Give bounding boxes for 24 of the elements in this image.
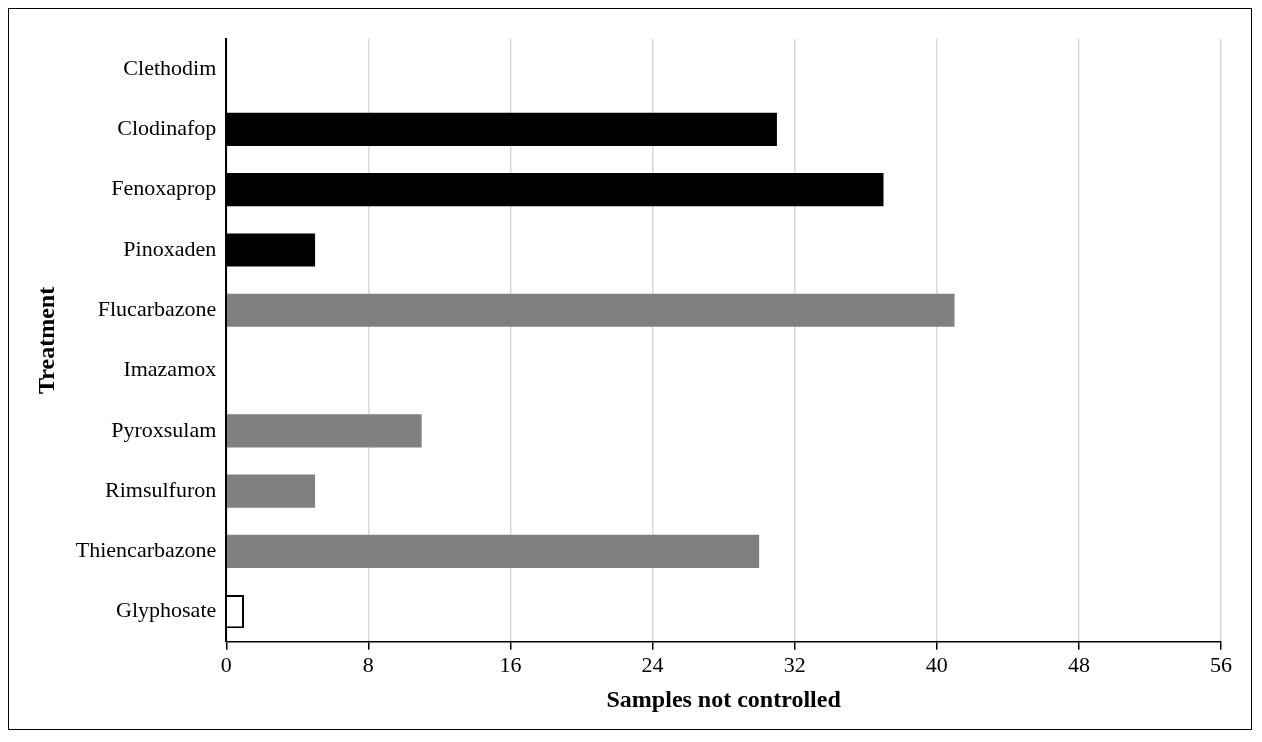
x-tick-label: 40 — [925, 651, 948, 677]
y-tick-label: Pyroxsulam — [111, 416, 217, 442]
bar — [227, 414, 422, 448]
y-axis-title: Treatment — [32, 286, 59, 394]
x-tick-label: 56 — [1210, 651, 1232, 677]
y-tick-label: Clodinafop — [117, 115, 217, 141]
bar — [227, 474, 316, 508]
bar — [227, 534, 760, 568]
x-axis-title: Samples not controlled — [606, 685, 842, 712]
x-tick-label: 32 — [783, 651, 806, 677]
y-tick-label: Glyphosate — [116, 597, 217, 623]
x-tick-label: 48 — [1067, 651, 1090, 677]
y-tick-label: Clethodim — [123, 54, 217, 80]
x-tick-label: 8 — [362, 651, 374, 677]
bar — [227, 293, 955, 327]
x-tick-label: 0 — [220, 651, 232, 677]
y-tick-label: Pinoxaden — [123, 235, 217, 261]
x-tick-label: 24 — [641, 651, 664, 677]
y-tick-label: Imazamox — [123, 356, 217, 382]
y-tick-label: Flucarbazone — [97, 296, 217, 322]
y-tick-label: Rimsulfuron — [105, 476, 217, 502]
y-tick-label: Fenoxaprop — [111, 175, 217, 201]
y-tick-label: Thiencarbazone — [75, 537, 217, 563]
x-tick-label: 16 — [499, 651, 522, 677]
